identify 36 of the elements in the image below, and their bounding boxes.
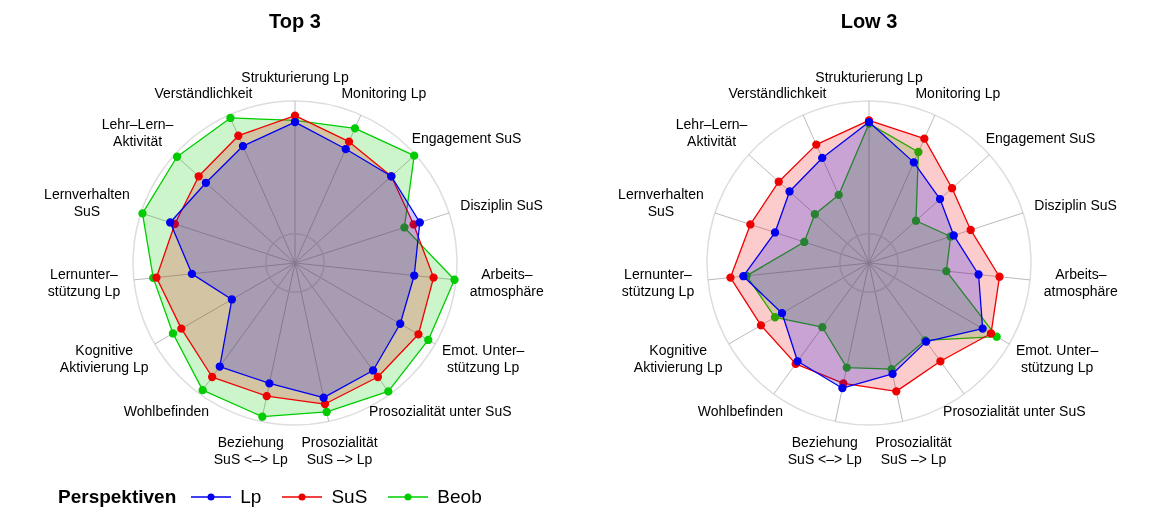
spoke-label: Disziplin SuS — [460, 196, 543, 213]
spoke-label: Beziehung SuS <–> Lp — [787, 434, 862, 468]
spoke-label: Disziplin SuS — [1034, 196, 1117, 213]
spoke-label: Lernverhalten SuS — [618, 185, 704, 219]
spoke-label: Lernverhalten SuS — [44, 185, 130, 219]
legend-label: Lp — [240, 486, 262, 508]
spoke-label: Lernunter– stützung Lp — [621, 265, 695, 299]
spoke-label: Kognitive Aktivierung Lp — [59, 341, 149, 375]
spoke-label: Wohlbefinden — [697, 403, 784, 420]
spoke-label: Beziehung SuS <–> Lp — [213, 434, 288, 468]
spoke-label: Monitoring Lp — [915, 85, 1001, 102]
spoke-label: Verständlichkeit — [728, 85, 827, 102]
spoke-label: Prosozialität SuS –> Lp — [301, 434, 378, 468]
spoke-label: Lehr–Lern– Aktivität — [101, 116, 174, 150]
spoke-label: Emot. Unter– stützung Lp — [1015, 341, 1099, 375]
spoke-label: Engagement SuS — [411, 130, 522, 147]
chart-title: Low 3 — [840, 9, 898, 32]
spoke-label: Strukturierung Lp — [815, 69, 923, 86]
spoke-label: Lehr–Lern– Aktivität — [675, 116, 748, 150]
spoke-label: Prosozialität unter SuS — [943, 403, 1086, 420]
spoke-label: Emot. Unter– stützung Lp — [441, 341, 525, 375]
spoke-label: Engagement SuS — [985, 130, 1096, 147]
spoke-label: Strukturierung Lp — [241, 69, 349, 86]
legend-title: Perspektiven — [58, 486, 177, 508]
spoke-label: Wohlbefinden — [123, 403, 210, 420]
spoke-label: Kognitive Aktivierung Lp — [633, 341, 723, 375]
spoke-label: Prosozialität SuS –> Lp — [875, 434, 952, 468]
spoke-label: Verständlichkeit — [154, 85, 253, 102]
spoke-label: Arbeits– atmosphäre — [469, 265, 544, 299]
chart-title: Top 3 — [269, 9, 321, 32]
legend-label: Beob — [437, 486, 482, 508]
spoke-label: Monitoring Lp — [341, 85, 427, 102]
legend-label: SuS — [331, 486, 368, 508]
spoke-label: Prosozialität unter SuS — [369, 403, 512, 420]
spoke-label: Lernunter– stützung Lp — [47, 265, 121, 299]
spoke-label: Arbeits– atmosphäre — [1043, 265, 1118, 299]
